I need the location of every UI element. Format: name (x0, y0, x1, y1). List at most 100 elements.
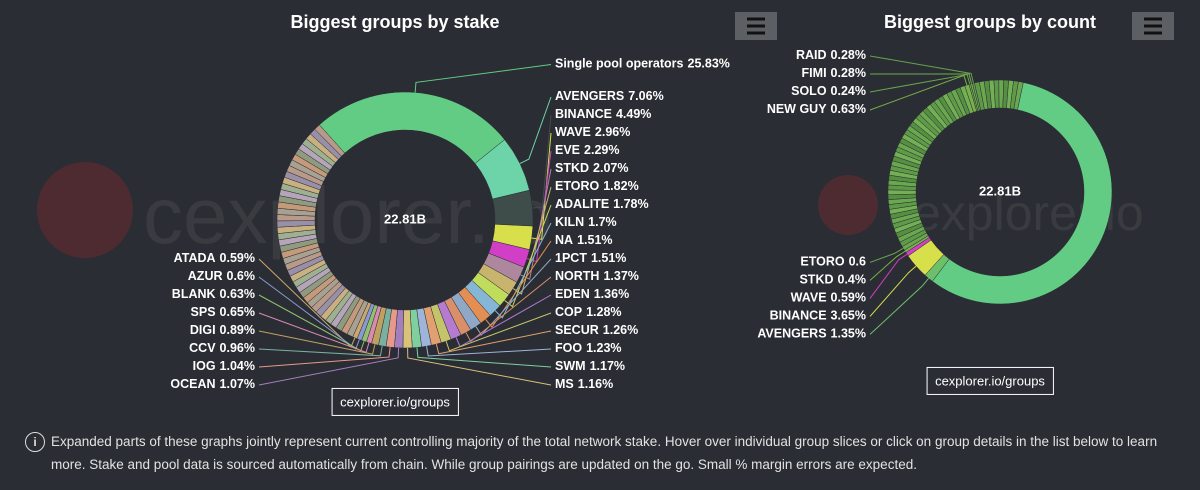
slice-label-value: 0.96% (220, 341, 255, 355)
slice-label-name: AVENGERS (757, 327, 826, 341)
slice-label-value: 0.59% (220, 251, 255, 265)
slice-label-name: ADALITE (555, 197, 609, 211)
slice-label-name: FIMI (802, 66, 827, 80)
slice-label: AZUR 0.6% (188, 269, 255, 283)
leader-line (869, 73, 973, 84)
slice-label-value: 1.36% (594, 287, 629, 301)
credit-box (331, 387, 459, 416)
slice-label-name: BINANCE (555, 107, 612, 121)
leader-line (485, 240, 552, 328)
slice-label-value: 7.06% (628, 89, 663, 103)
slice-label-name: IOG (193, 359, 216, 373)
chart-title: Biggest groups by stake (290, 12, 499, 32)
slice-label-name: STKD (555, 161, 589, 175)
slice-label-name: Single pool operators (555, 57, 684, 71)
slice-label: Single pool operators 25.83% (555, 57, 730, 71)
slice-label: SECUR 1.26% (555, 323, 638, 337)
slice-label-value: 2.07% (593, 161, 628, 175)
chart-title: Biggest groups by count (884, 12, 1096, 32)
slice-label: WAVE 2.96% (555, 125, 630, 139)
slice-label-value: 1.16% (578, 377, 613, 391)
slice-label-value: 0.63% (220, 287, 255, 301)
slice-label-value: 1.07% (220, 377, 255, 391)
slice (887, 189, 917, 196)
leader-line (869, 73, 971, 93)
slice-label: KILN 1.7% (555, 215, 617, 229)
slice-label-value: 0.63% (831, 102, 866, 116)
slice-label: RAID 0.28% (796, 48, 866, 62)
slice-label: IOG 1.04% (193, 359, 255, 373)
slice-label: ETORO 0.6 (800, 255, 866, 269)
slice-label: OCEAN 1.07% (170, 377, 255, 391)
credit-box (926, 366, 1054, 395)
slice-label-value: 1.51% (591, 251, 626, 265)
leader-line (258, 345, 383, 357)
slice-label-name: BINANCE (770, 309, 827, 323)
slice-label-value: 2.29% (584, 143, 619, 157)
slice-label-name: NORTH (555, 269, 599, 283)
slice-label: ATADA 0.59% (174, 251, 255, 265)
slice-label-value: 0.65% (220, 305, 255, 319)
slice-label-name: ETORO (555, 179, 599, 193)
slice-label: ADALITE 1.78% (555, 197, 649, 211)
slice-label-value: 1.04% (220, 359, 255, 373)
slice-label-name: SWM (555, 359, 586, 373)
slice-label-name: 1PCT (555, 251, 587, 265)
slice (318, 91, 505, 164)
charts: cexplorer.io Biggest groups by stake 22.81… (37, 12, 1174, 416)
slice-label-name: CCV (189, 341, 216, 355)
slice-label: SWM 1.17% (555, 359, 625, 373)
slice-label-name: ATADA (174, 251, 216, 265)
slice-label-name: OCEAN (170, 377, 215, 391)
slice-label-value: 0.28% (831, 66, 866, 80)
slice-label-name: KILN (555, 215, 584, 229)
leader-line (869, 55, 974, 84)
leader-line (519, 96, 552, 164)
slice-label: DIGI 0.89% (190, 323, 255, 337)
slice-label-name: EVE (555, 143, 580, 157)
slice-label: 1PCT 1.51% (555, 251, 626, 265)
slice-label-name: MS (555, 377, 574, 391)
slice (1013, 81, 1024, 111)
menu-button[interactable] (735, 12, 777, 40)
menu-icon-bar (747, 24, 765, 28)
menu-icon-bar (1144, 24, 1162, 28)
leader-line (258, 330, 376, 355)
slice-label-value: 0.59% (831, 291, 866, 305)
slice-label: SOLO 0.24% (791, 84, 866, 98)
slice-label: STKD 0.4% (799, 273, 866, 287)
slice-label-value: 3.65% (831, 309, 866, 323)
leader-line (869, 253, 908, 299)
slice-label-value: 0.89% (220, 323, 255, 337)
leader-line (494, 222, 552, 319)
note: Expanded parts of these graphs jointly r… (51, 434, 1158, 472)
slice-label-name: SECUR (555, 323, 599, 337)
slice-label: COP 1.28% (555, 305, 622, 319)
slice (314, 124, 346, 157)
menu-button[interactable] (1132, 12, 1174, 40)
menu-icon-bar (1144, 17, 1162, 21)
slice-label: SPS 0.65% (191, 305, 255, 319)
slice-label: BLANK 0.63% (172, 287, 255, 301)
leader-line (416, 347, 552, 368)
slice-label-value: 4.49% (616, 107, 651, 121)
leader-line (532, 114, 552, 209)
slice-label-name: WAVE (555, 125, 591, 139)
slice-label: MS 1.16% (555, 377, 613, 391)
slice-label-value: 1.28% (586, 305, 621, 319)
credit: cexplorer.io/groups (935, 373, 1045, 388)
slice (931, 82, 1113, 305)
slice-label: NA 1.51% (555, 233, 613, 247)
slice-label-value: 1.51% (577, 233, 612, 247)
slice-label-value: 0.28% (831, 48, 866, 62)
slice-label-name: SOLO (791, 84, 827, 98)
leader-line (869, 265, 917, 317)
slice-label: AVENGERS 7.06% (555, 89, 664, 103)
slice-label: STKD 2.07% (555, 161, 628, 175)
slice-label-value: 1.35% (831, 327, 866, 341)
slice-label-name: DIGI (190, 323, 216, 337)
slice-label-name: BLANK (172, 287, 216, 301)
leader-line (258, 347, 400, 386)
slice-label-name: AZUR (188, 269, 223, 283)
